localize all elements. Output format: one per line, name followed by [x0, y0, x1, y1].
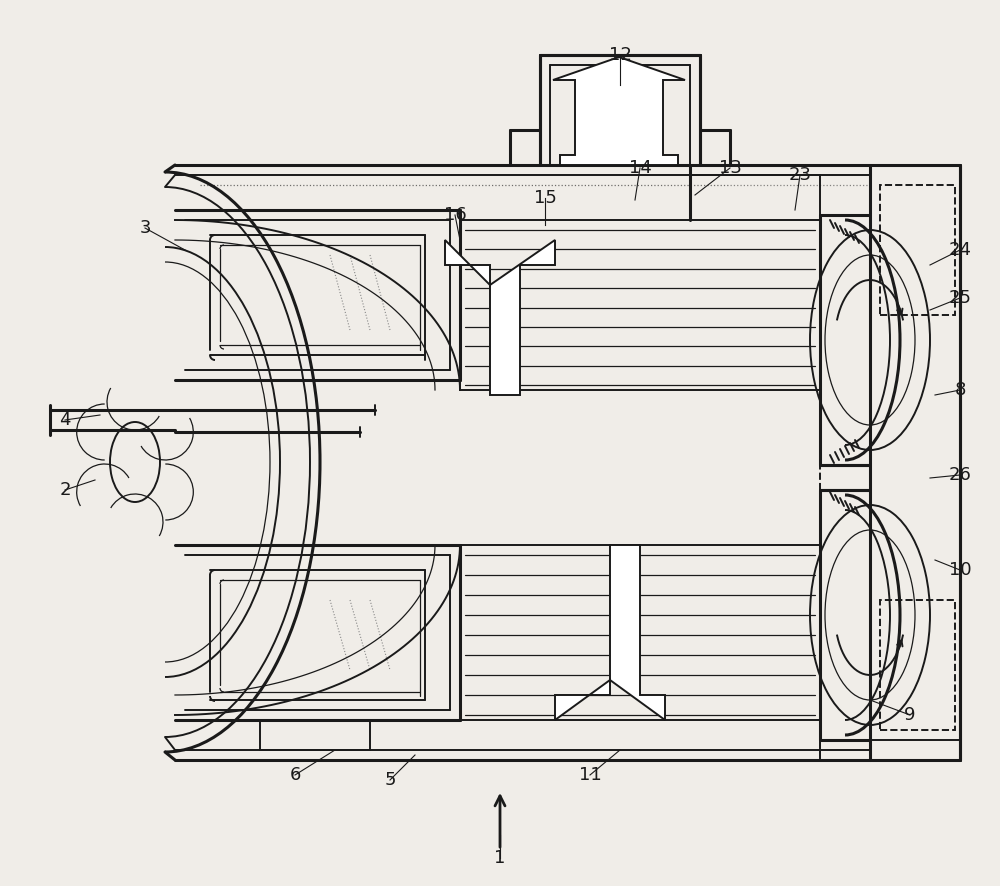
Text: 23: 23	[788, 166, 812, 184]
Text: 6: 6	[289, 766, 301, 784]
Text: 24: 24	[948, 241, 972, 259]
Text: 25: 25	[948, 289, 972, 307]
Text: 11: 11	[579, 766, 601, 784]
Polygon shape	[553, 57, 685, 165]
Polygon shape	[445, 240, 555, 395]
Bar	[880, 185, 955, 315]
Text: 10: 10	[949, 561, 971, 579]
Text: 5: 5	[384, 771, 396, 789]
Text: 16: 16	[444, 206, 466, 224]
Text: 8: 8	[954, 381, 966, 399]
Text: 15: 15	[534, 189, 556, 207]
Bar	[880, 600, 955, 730]
Text: 26: 26	[949, 466, 971, 484]
Text: 1: 1	[494, 849, 506, 867]
Polygon shape	[555, 545, 665, 720]
Bar	[820, 740, 960, 760]
Text: 3: 3	[139, 219, 151, 237]
Text: 9: 9	[904, 706, 916, 724]
Text: 13: 13	[719, 159, 741, 177]
Text: 14: 14	[629, 159, 651, 177]
Text: 4: 4	[59, 411, 71, 429]
Text: 2: 2	[59, 481, 71, 499]
Text: 12: 12	[609, 46, 631, 64]
